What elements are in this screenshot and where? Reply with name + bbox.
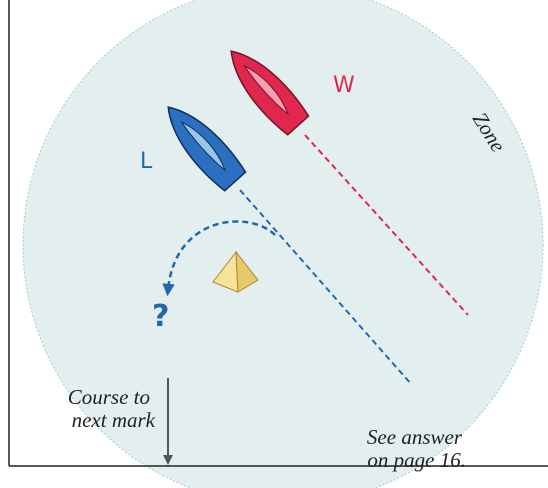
- answer-text: See answer: [367, 425, 463, 449]
- course-text: next mark: [72, 408, 156, 432]
- course-text: Course to: [68, 385, 150, 409]
- answer-text: on page 16.: [367, 448, 466, 472]
- label-l: L: [140, 149, 153, 174]
- diagram: W L Zone ? Course to next mark See answe…: [0, 0, 548, 488]
- question: ?: [152, 299, 169, 334]
- label-w: W: [333, 73, 355, 98]
